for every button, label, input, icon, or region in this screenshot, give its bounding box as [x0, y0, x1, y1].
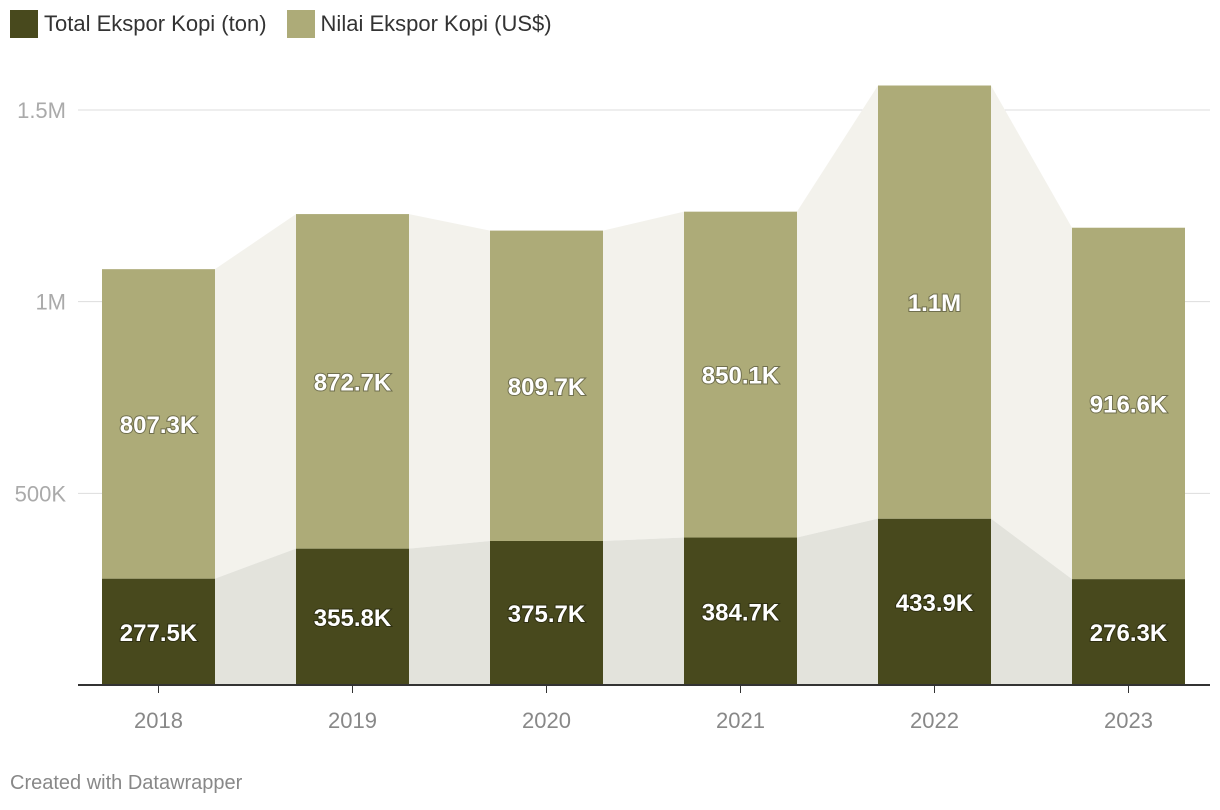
data-label-ton: 276.3K	[1090, 620, 1168, 647]
connector-area-usd	[215, 214, 296, 579]
x-tick-label: 2021	[716, 708, 765, 733]
data-label-usd: 807.3K	[120, 412, 198, 439]
x-tick-label: 2020	[522, 708, 571, 733]
bar-usd	[296, 214, 409, 549]
chart-credit: Created with Datawrapper	[10, 772, 243, 794]
connector-area-usd	[603, 211, 684, 541]
legend-label-usd: Nilai Ekspor Kopi (US$)	[320, 11, 552, 36]
connector-area-ton	[409, 540, 490, 685]
data-label-ton: 355.8K	[314, 605, 392, 632]
bar-usd	[490, 230, 603, 541]
data-label-ton: 384.7K	[702, 599, 780, 626]
bar-usd	[1072, 227, 1185, 580]
x-tick-label: 2023	[1104, 708, 1153, 733]
y-tick-label: 1.5M	[17, 98, 66, 123]
data-label-usd: 850.1K	[702, 363, 780, 390]
legend-label-ton: Total Ekspor Kopi (ton)	[44, 11, 267, 36]
legend-item-ton: Total Ekspor Kopi (ton)	[10, 10, 267, 38]
bar-ton	[1072, 579, 1185, 685]
data-label-ton: 433.9K	[896, 590, 974, 617]
connector-area-ton	[797, 518, 878, 685]
bar-usd	[102, 269, 215, 579]
data-label-ton: 277.5K	[120, 620, 198, 647]
legend-item-usd: Nilai Ekspor Kopi (US$)	[286, 10, 552, 38]
bar-usd	[878, 85, 991, 519]
y-tick-label: 1M	[35, 290, 66, 315]
x-tick-label: 2018	[134, 708, 183, 733]
y-tick-label: 500K	[15, 481, 67, 506]
connector-area-usd	[409, 214, 490, 549]
bar-ton	[490, 540, 603, 685]
connector-area-ton	[603, 537, 684, 685]
connector-area-usd	[797, 85, 878, 538]
connector-area-ton	[991, 518, 1072, 685]
x-tick-label: 2019	[328, 708, 377, 733]
bar-ton	[296, 548, 409, 685]
x-tick-label: 2022	[910, 708, 959, 733]
legend-swatch-usd	[286, 10, 315, 38]
bar-ton	[102, 578, 215, 685]
bar-ton	[684, 537, 797, 685]
data-label-usd: 1.1M	[908, 290, 961, 317]
data-label-usd: 872.7K	[314, 369, 392, 396]
bar-ton	[878, 518, 991, 685]
chart-legend: Total Ekspor Kopi (ton) Nilai Ekspor Kop…	[10, 10, 572, 38]
connector-area-usd	[991, 85, 1072, 580]
data-label-usd: 809.7K	[508, 374, 586, 401]
connector-area-ton	[215, 548, 296, 685]
legend-swatch-ton	[10, 10, 38, 38]
bar-usd	[684, 211, 797, 538]
data-label-ton: 375.7K	[508, 601, 586, 628]
data-label-usd: 916.6K	[1090, 391, 1168, 418]
